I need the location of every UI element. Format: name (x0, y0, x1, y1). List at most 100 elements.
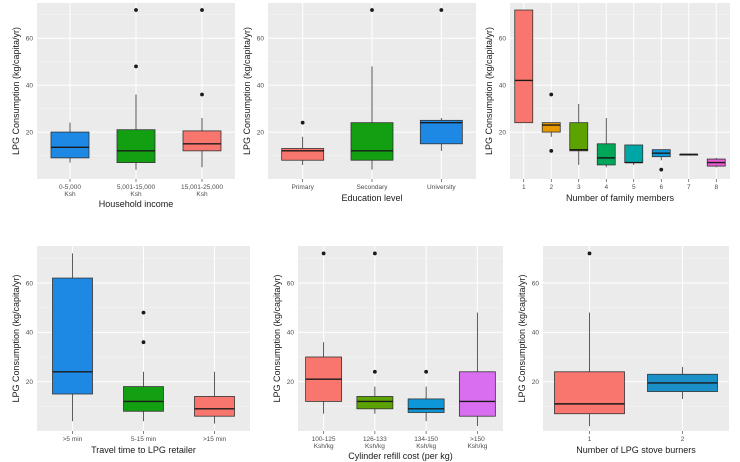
outlier-point (372, 369, 377, 374)
box-1 (554, 251, 625, 427)
outlier-point (141, 340, 146, 345)
y-axis-title: LPG Consumption (kg/capita/yr) (272, 274, 282, 402)
y-axis-title: LPG Consumption (kg/capita/yr) (11, 27, 21, 155)
box-4 (596, 117, 616, 168)
box-2 (350, 8, 394, 170)
box-iqr (182, 130, 222, 152)
outlier-point (134, 8, 138, 12)
x-axis-title: Number of LPG stove burners (576, 445, 696, 455)
box-iqr (624, 144, 644, 163)
plot-background (510, 3, 730, 179)
chart-panel-1: 2040600-5,000Ksh5,001-15,000Ksh15,001-25… (11, 3, 235, 209)
outlier-point (200, 92, 204, 97)
y-tick-label: 60 (26, 36, 34, 43)
outlier-point (200, 8, 204, 12)
y-tick-label: 20 (287, 379, 295, 386)
x-tick-label: 5 (632, 184, 636, 191)
box-1 (281, 120, 325, 165)
x-tick-sublabel: Ksh (64, 191, 76, 198)
x-axis-title: Household income (99, 199, 174, 209)
box-iqr (541, 122, 561, 133)
y-tick-label: 20 (532, 379, 540, 386)
x-tick-label: 4 (604, 184, 608, 191)
box-iqr (554, 371, 625, 415)
outlier-point (372, 251, 377, 256)
x-axis-title: Number of family members (566, 193, 675, 203)
outlier-point (549, 92, 554, 97)
y-axis-title: LPG Consumption (kg/capita/yr) (11, 274, 21, 402)
box-6 (651, 149, 671, 172)
box-3 (194, 371, 235, 424)
box-2 (647, 366, 718, 399)
x-tick-label: 7 (687, 184, 691, 191)
chart-panel-3: 20 40 60 1 2 3 4 5 6 7 8 Number of family members LP… (484, 3, 730, 203)
x-tick-label: 6 (659, 184, 663, 191)
x-tick-label: 15,001-25,000 (181, 184, 223, 191)
x-tick-sublabel: Ksh (130, 191, 142, 198)
y-tick-label: 40 (499, 82, 507, 89)
x-tick-label: >5 min (63, 436, 83, 443)
y-tick-label: 40 (532, 330, 540, 337)
box-iqr (407, 398, 445, 413)
outlier-point (587, 251, 592, 256)
box-3 (569, 103, 589, 165)
box-1 (52, 253, 93, 422)
x-tick-label: Primary (291, 184, 314, 191)
y-tick-label: 20 (257, 129, 265, 136)
outlier-point (439, 8, 444, 12)
outlier-point (659, 167, 664, 172)
box-iqr (52, 277, 93, 395)
chart-panel-6: 20 40 60 1 2 Number of LPG stove burners LPG C… (517, 246, 729, 455)
x-tick-label: 5-15 min (131, 436, 157, 443)
box-iqr (123, 386, 164, 412)
y-tick-label: 40 (26, 330, 34, 337)
x-tick-label: 1 (588, 436, 592, 443)
y-tick-label: 60 (499, 36, 507, 43)
x-tick-label: >150 (470, 436, 485, 443)
box-iqr (281, 148, 325, 161)
box-iqr (514, 9, 534, 124)
y-axis-title: LPG Consumption (kg/capita/yr) (242, 27, 252, 155)
x-tick-label: 2 (681, 436, 685, 443)
box-iqr (194, 396, 235, 417)
x-axis-title: Cylinder refill cost (per kg) (348, 451, 453, 461)
x-tick-sublabel: Ksh/kg (467, 443, 487, 450)
box-iqr (419, 119, 463, 145)
x-tick-label: 100-125 (312, 436, 336, 443)
x-tick-label: 5,001-15,000 (117, 184, 156, 191)
x-tick-label: 0-5,000 (59, 184, 81, 191)
x-axis-title: Travel time to LPG retailer (91, 445, 196, 455)
outlier-point (300, 120, 305, 125)
x-tick-label: 2 (549, 184, 553, 191)
x-tick-sublabel: Ksh/kg (416, 443, 436, 450)
y-tick-label: 60 (257, 36, 265, 43)
box-iqr (116, 129, 156, 163)
outlier-point (321, 251, 326, 256)
x-tick-label: Secondary (356, 184, 388, 191)
box-iqr (350, 122, 394, 161)
box-3 (419, 8, 463, 151)
y-tick-label: 60 (532, 280, 540, 287)
box-3 (182, 8, 222, 168)
x-tick-label: University (427, 184, 456, 191)
x-tick-label: 126-133 (363, 436, 387, 443)
x-tick-label: >15 min (203, 436, 227, 443)
box-1 (305, 251, 343, 414)
x-axis-title: Education level (341, 193, 402, 203)
x-tick-sublabel: Ksh/kg (314, 443, 334, 450)
chart-panel-4: 20 40 60 >5 min 5-15 min >15 min Travel time t… (11, 246, 250, 455)
box-2 (123, 310, 164, 422)
x-tick-sublabel: Ksh (196, 191, 208, 198)
y-tick-label: 40 (257, 82, 265, 89)
y-tick-label: 60 (287, 280, 295, 287)
box-2 (116, 8, 156, 170)
box-7 (679, 153, 699, 156)
y-axis-title: LPG Consumption (kg/capita/yr) (484, 27, 494, 155)
y-tick-label: 40 (26, 82, 34, 89)
x-tick-sublabel: Ksh/kg (365, 443, 385, 450)
outlier-point (141, 310, 146, 315)
box-3 (407, 369, 445, 422)
outlier-point (134, 64, 138, 69)
y-tick-label: 20 (26, 129, 34, 136)
